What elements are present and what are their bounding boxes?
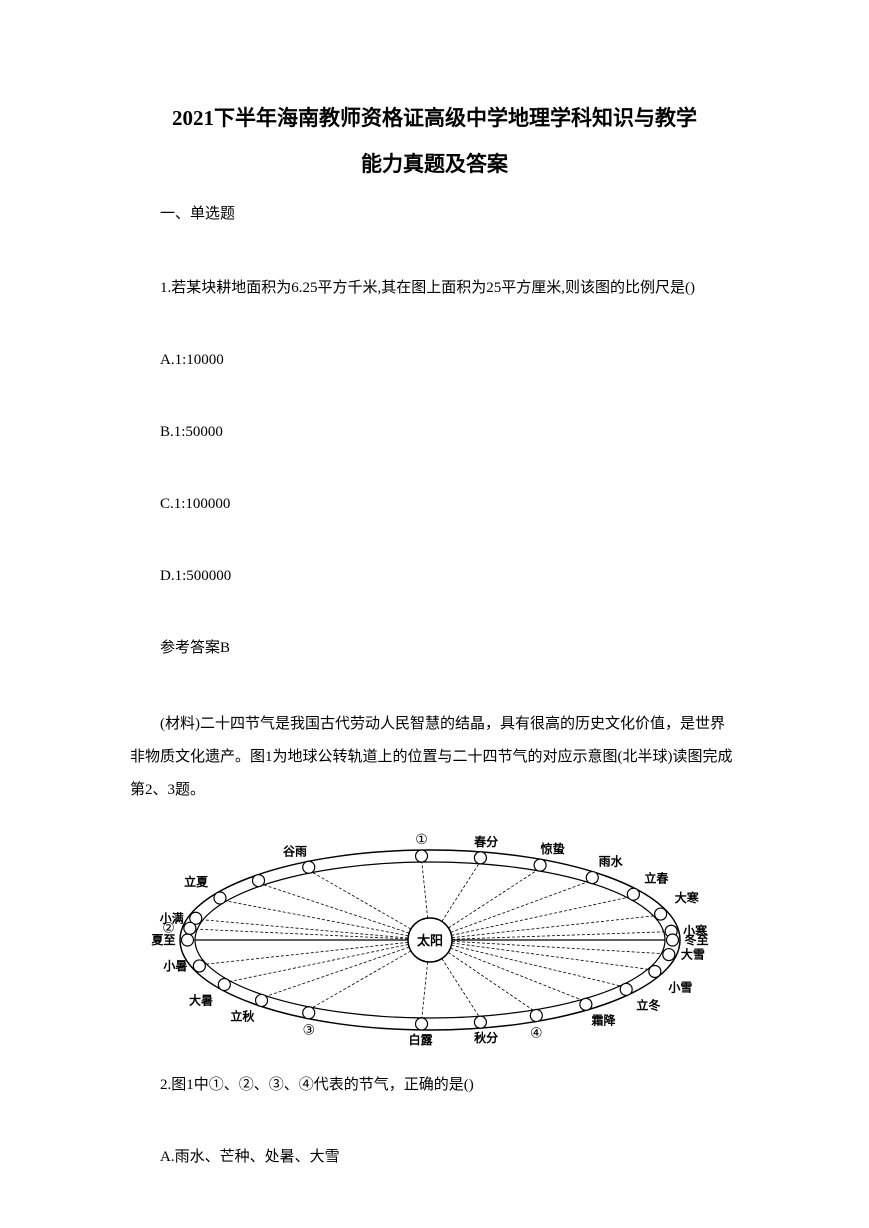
svg-text:小暑: 小暑 <box>163 958 187 973</box>
material-text: (材料)二十四节气是我国古代劳动人民智慧的结晶，具有很高的历史文化价值，是世界非… <box>130 708 739 807</box>
svg-text:④: ④ <box>530 1026 543 1041</box>
svg-text:春分: 春分 <box>473 833 498 848</box>
section-header: 一、单选题 <box>130 202 739 226</box>
question-1-answer: 参考答案B <box>130 636 739 660</box>
svg-text:大寒: 大寒 <box>675 890 699 905</box>
svg-text:③: ③ <box>302 1023 315 1038</box>
document-subtitle: 能力真题及答案 <box>130 146 739 184</box>
solar-terms-diagram: 太阳春分惊蛰雨水立春大寒小寒冬至大雪小雪立冬霜降秋分白露立秋大暑小暑夏至小满立夏… <box>150 825 710 1055</box>
svg-text:大暑: 大暑 <box>189 992 213 1007</box>
svg-text:立冬: 立冬 <box>636 997 660 1012</box>
question-2-text: 2.图1中①、②、③、④代表的节气，正确的是() <box>130 1073 739 1097</box>
svg-text:霜降: 霜降 <box>591 1012 617 1027</box>
svg-text:白露: 白露 <box>409 1032 434 1047</box>
svg-text:惊蛰: 惊蛰 <box>541 841 565 856</box>
question-1-text: 1.若某块耕地面积为6.25平方千米,其在图上面积为25平方厘米,则该图的比例尺… <box>130 276 739 300</box>
svg-text:立春: 立春 <box>644 870 669 885</box>
question-1-option-c: C.1:100000 <box>130 492 739 516</box>
svg-text:谷雨: 谷雨 <box>283 843 307 858</box>
svg-text:立夏: 立夏 <box>184 874 209 889</box>
svg-text:小雪: 小雪 <box>668 979 692 994</box>
document-title: 2021下半年海南教师资格证高级中学地理学科知识与教学 <box>130 100 739 138</box>
question-2-option-a: A.雨水、芒种、处暑、大雪 <box>130 1145 739 1169</box>
question-1-option-b: B.1:50000 <box>130 420 739 444</box>
svg-text:太阳: 太阳 <box>416 933 443 948</box>
svg-text:大雪: 大雪 <box>681 946 705 961</box>
svg-text:秋分: 秋分 <box>474 1030 498 1045</box>
orbit-svg: 太阳春分惊蛰雨水立春大寒小寒冬至大雪小雪立冬霜降秋分白露立秋大暑小暑夏至小满立夏… <box>150 825 710 1055</box>
question-1-option-d: D.1:500000 <box>130 564 739 588</box>
svg-text:冬至: 冬至 <box>685 932 709 947</box>
svg-text:①: ① <box>415 833 428 848</box>
svg-text:立秋: 立秋 <box>230 1008 255 1023</box>
question-1-option-a: A.1:10000 <box>130 348 739 372</box>
svg-text:②: ② <box>162 921 175 936</box>
svg-text:雨水: 雨水 <box>599 853 624 868</box>
